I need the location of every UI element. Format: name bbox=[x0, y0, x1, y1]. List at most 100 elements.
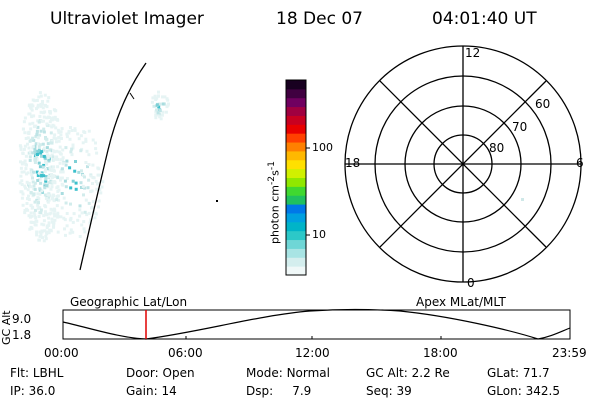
altitude-curve bbox=[62, 308, 571, 340]
emission-pixel bbox=[42, 239, 46, 243]
emission-pixel bbox=[38, 133, 42, 137]
emission-pixel bbox=[44, 234, 48, 238]
emission-pixel bbox=[31, 180, 35, 184]
emission-pixel bbox=[52, 224, 56, 228]
emission-pixel bbox=[35, 129, 39, 133]
emission-pixel bbox=[83, 230, 87, 234]
colorbar-unit-s: s bbox=[268, 170, 282, 176]
emission-pixel bbox=[74, 160, 77, 163]
emission-pixel bbox=[63, 218, 67, 222]
emission-pixel bbox=[89, 174, 93, 178]
emission-pixel bbox=[34, 142, 38, 146]
info-key: Dsp: bbox=[246, 384, 274, 398]
emission-pixel bbox=[96, 166, 100, 170]
info-value: 36.0 bbox=[28, 384, 56, 398]
emission-pixel bbox=[41, 142, 45, 146]
emission-pixel bbox=[88, 221, 92, 225]
emission-pixel bbox=[80, 223, 84, 227]
emission-pixel bbox=[60, 176, 64, 180]
emission-pixel bbox=[49, 229, 53, 233]
timeline-tick-label-1: 06:00 bbox=[168, 346, 203, 360]
emission-pixel bbox=[74, 187, 78, 191]
emission-pixel bbox=[152, 104, 156, 108]
emission-pixel bbox=[30, 214, 34, 218]
emission-pixel bbox=[164, 110, 168, 114]
emission-pixel bbox=[20, 190, 24, 194]
info-glon: GLon: 342.5 bbox=[487, 384, 560, 398]
emission-pixel bbox=[71, 220, 75, 224]
info-value: 39 bbox=[396, 384, 412, 398]
colorbar-tick-label-10: 10 bbox=[312, 228, 326, 241]
emission-pixel bbox=[40, 154, 43, 158]
emission-pixel bbox=[35, 170, 39, 174]
emission-pixel bbox=[53, 209, 57, 212]
emission-pixel bbox=[53, 133, 57, 137]
emission-pixel bbox=[165, 105, 169, 109]
info-value: 14 bbox=[161, 384, 177, 398]
emission-pixel bbox=[29, 225, 33, 229]
emission-pixel bbox=[155, 113, 159, 117]
emission-pixel bbox=[35, 99, 39, 102]
timeline-right-title: Apex MLat/MLT bbox=[416, 295, 506, 309]
emission-pixel bbox=[23, 184, 27, 188]
colorbar-unit-label: photon cm-2s-1 bbox=[266, 161, 282, 244]
emission-pixel bbox=[29, 150, 33, 154]
emission-pixel bbox=[78, 214, 82, 218]
emission-pixel bbox=[82, 227, 86, 231]
emission-pixel bbox=[36, 207, 40, 211]
emission-pixel bbox=[44, 103, 47, 107]
emission-pixel bbox=[28, 112, 32, 116]
colorbar-cell bbox=[286, 142, 306, 152]
emission-pixel bbox=[55, 198, 59, 202]
emission-pixel bbox=[56, 211, 60, 215]
emission-pixel bbox=[42, 223, 46, 227]
emission-pixel bbox=[46, 142, 50, 146]
emission-pixel bbox=[80, 186, 83, 189]
emission-pixel bbox=[161, 110, 165, 114]
emission-pixel bbox=[71, 143, 75, 147]
emission-pixel bbox=[85, 213, 89, 217]
emission-pixel bbox=[45, 137, 49, 141]
emission-pixel bbox=[60, 137, 63, 140]
emission-pixel bbox=[87, 201, 91, 205]
emission-pixel bbox=[154, 98, 158, 101]
emission-pixel bbox=[24, 186, 27, 190]
emission-pixel bbox=[47, 198, 51, 202]
emission-pixel bbox=[36, 179, 40, 182]
emission-pixel bbox=[59, 215, 63, 219]
colorbar-cell bbox=[286, 239, 306, 249]
emission-pixel bbox=[30, 206, 34, 210]
emission-pixel bbox=[46, 200, 50, 204]
info-key: Gain: bbox=[126, 384, 158, 398]
colorbar-cell bbox=[286, 221, 306, 232]
emission-pixel bbox=[52, 165, 56, 169]
emission-pixel bbox=[82, 130, 86, 134]
emission-pixel bbox=[59, 158, 63, 162]
emission-pixel bbox=[52, 157, 56, 161]
emission-pixel bbox=[52, 174, 56, 178]
emission-pixel bbox=[42, 111, 45, 115]
emission-pixel bbox=[45, 122, 49, 126]
emission-pixel bbox=[39, 208, 43, 212]
emission-pixel bbox=[65, 177, 69, 180]
emission-pixel bbox=[44, 237, 48, 241]
emission-pixel bbox=[40, 189, 44, 193]
emission-pixel bbox=[43, 204, 47, 208]
emission-pixel bbox=[33, 99, 37, 103]
emission-pixel bbox=[47, 196, 51, 200]
emission-pixel bbox=[36, 103, 40, 107]
emission-pixel bbox=[22, 147, 26, 151]
timeline-tick-label-4: 23:59 bbox=[552, 346, 587, 360]
emission-pixel bbox=[48, 166, 52, 170]
colorbar bbox=[285, 79, 310, 276]
emission-pixel bbox=[60, 192, 64, 195]
emission-pixel bbox=[28, 155, 32, 159]
timeline-tick-label-3: 18:00 bbox=[423, 346, 458, 360]
emission-pixel bbox=[80, 211, 84, 215]
emission-pixel bbox=[50, 217, 54, 221]
emission-pixel bbox=[86, 186, 90, 190]
emission-pixel bbox=[20, 179, 24, 183]
emission-pixel bbox=[50, 169, 54, 172]
emission-pixel bbox=[64, 201, 68, 205]
limb-tick bbox=[129, 92, 135, 100]
